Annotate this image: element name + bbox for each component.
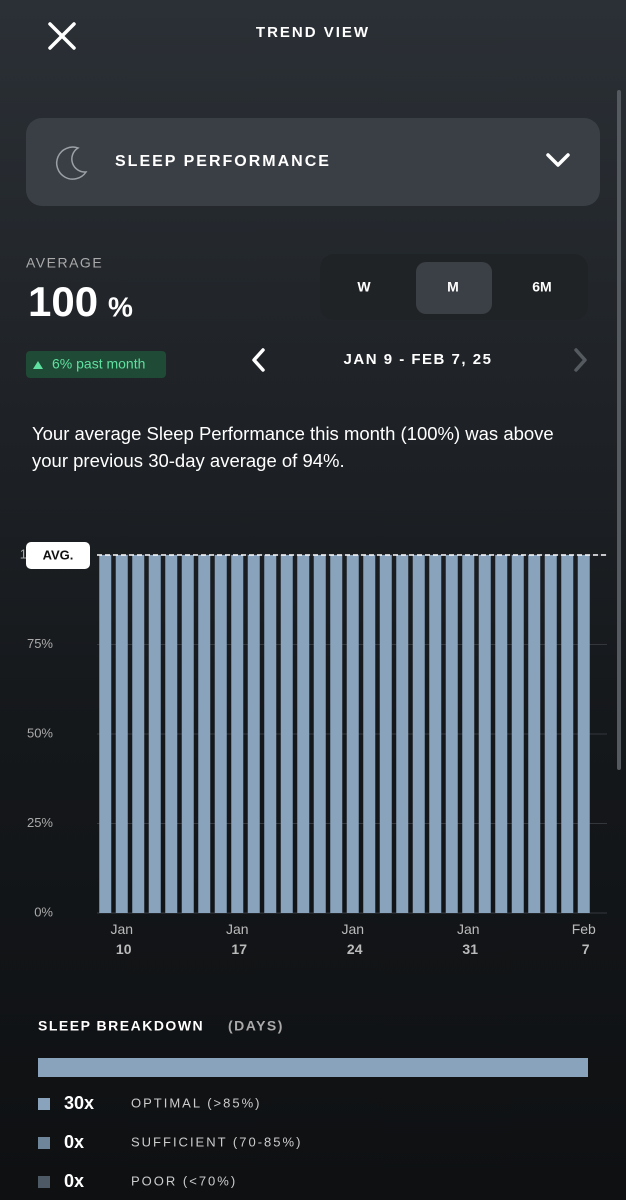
bar [511,555,524,913]
y-tick-label: 0% [34,904,53,919]
scrollbar [617,90,621,770]
up-arrow [33,361,43,369]
bar [165,555,178,913]
legend-swatch [38,1137,50,1149]
y-tick-label: 50% [27,725,53,740]
bar [330,555,343,913]
bar [115,555,128,913]
prev-button[interactable] [252,348,265,372]
bar [148,555,161,913]
bar [478,555,491,913]
x-tick-label: Feb 7 [572,921,596,957]
bar [544,555,557,913]
description: Your average Sleep Performance this mont… [32,423,554,471]
selected-tab [416,262,492,314]
change-text: 6% past month [52,356,145,372]
y-tick-label: 75% [27,636,53,651]
breakdown-title: SLEEP BREAKDOWN [38,1018,204,1034]
bar [379,555,392,913]
page-title: TREND VIEW [256,24,370,41]
legend-swatch [38,1098,50,1110]
average-badge [26,542,90,569]
bar [280,555,293,913]
breakdown-count: 0x [64,1132,84,1152]
bar [528,555,541,913]
date-range: JAN 9 - FEB 7, 25 [344,351,493,368]
bar [313,555,326,913]
bar [297,555,310,913]
x-tick-label: Jan 17 [226,921,249,957]
breakdown-segment [38,1058,588,1077]
metric-label: SLEEP PERFORMANCE [115,153,331,170]
change-badge [26,351,166,378]
average-value: 100 [28,278,98,325]
breakdown-label: POOR (<70%) [131,1173,237,1188]
bar [462,555,475,913]
bar [561,555,574,913]
average-label: AVERAGE [26,255,103,271]
close-button[interactable] [48,22,76,50]
bar [577,555,590,913]
breakdown-label: SUFFICIENT (70-85%) [131,1134,302,1149]
legend-swatch [38,1176,50,1188]
range-tab[interactable]: 6M [532,279,551,295]
bar [495,555,508,913]
bar [363,555,376,913]
next-button[interactable] [574,348,587,372]
range-tab[interactable]: M [447,279,459,295]
bar [346,555,359,913]
average-badge-label: AVG. [43,547,74,562]
range-tab[interactable]: W [357,279,371,295]
x-tick-label: Jan 31 [457,921,480,957]
bar [412,555,425,913]
breakdown-label: OPTIMAL (>85%) [131,1095,261,1110]
breakdown-count: 30x [64,1093,94,1113]
metric-dropdown[interactable]: SLEEP PERFORMANCE [26,118,600,206]
x-tick-label: Jan 10 [110,921,133,957]
bar [198,555,211,913]
bar [214,555,227,913]
average-unit: % [108,291,133,322]
y-tick-label: 25% [27,815,53,830]
bar [396,555,409,913]
bar [429,555,442,913]
bar [231,555,244,913]
breakdown-count: 0x [64,1171,84,1191]
bar [264,555,277,913]
bar [99,555,112,913]
x-tick-label: Jan 24 [341,921,364,957]
bar [247,555,260,913]
bar [132,555,145,913]
bar [445,555,458,913]
breakdown-unit: (DAYS) [228,1018,284,1034]
bar [181,555,194,913]
